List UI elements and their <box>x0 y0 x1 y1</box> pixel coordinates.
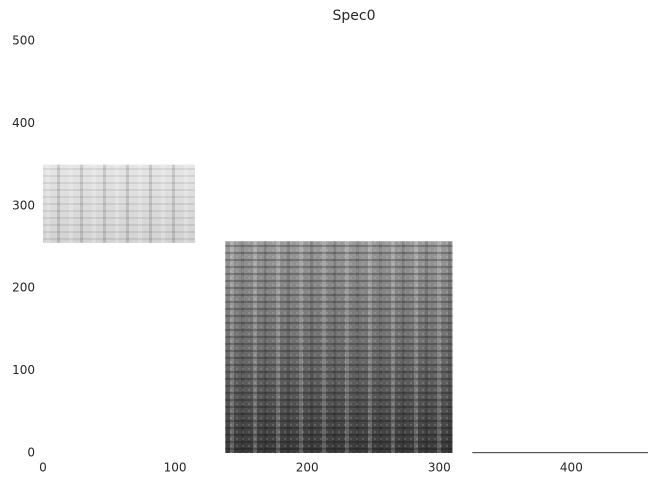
x-tick-label: 0 <box>39 461 47 475</box>
x-tick-label: 100 <box>164 461 187 475</box>
x-tick-label: 300 <box>428 461 451 475</box>
chart-title: Spec0 <box>333 8 376 24</box>
y-tick-label: 300 <box>12 198 35 212</box>
x-tick-label: 400 <box>560 461 583 475</box>
y-tick-label: 500 <box>12 34 35 48</box>
y-tick-label: 200 <box>12 281 35 295</box>
y-tick-label: 100 <box>12 363 35 377</box>
y-tick-label: 400 <box>12 116 35 130</box>
spectrogram-texture <box>225 241 453 453</box>
spectrogram-texture <box>43 164 195 243</box>
y-tick-label: 0 <box>27 446 35 460</box>
spectrogram-block <box>472 452 648 454</box>
x-tick-label: 200 <box>296 461 319 475</box>
